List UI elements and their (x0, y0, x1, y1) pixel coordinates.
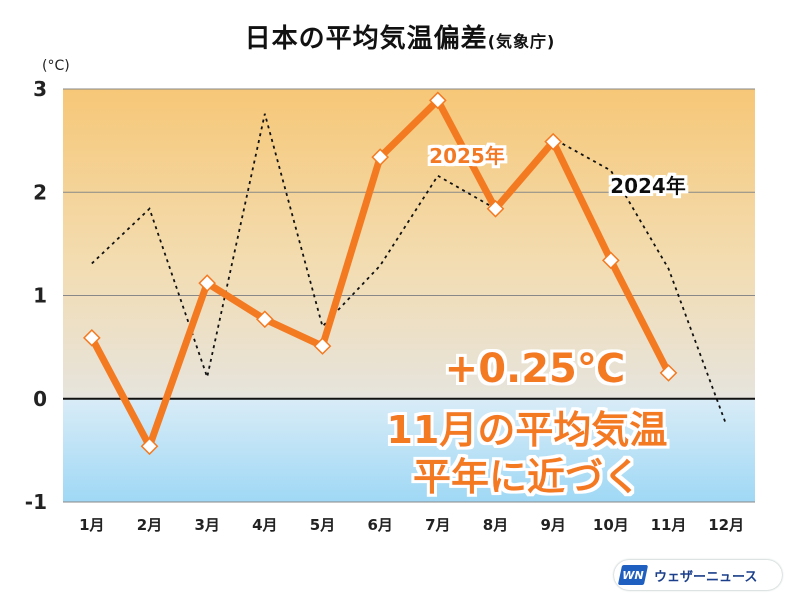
series-2025-label: 2025年 (429, 144, 505, 168)
x-tick-label: 3月 (194, 516, 219, 534)
series-2025-point (198, 274, 217, 292)
y-tick-label: 1 (33, 284, 47, 308)
x-tick-label: 11月 (651, 516, 687, 534)
weathernews-logo: WN ウェザーニュース (614, 560, 782, 590)
brand-name: ウェザーニュース (654, 569, 758, 585)
x-tick-label: 5月 (310, 516, 335, 534)
x-tick-label: 10月 (593, 516, 629, 534)
chart-title: 日本の平均気温偏差(気象庁) (0, 18, 800, 55)
x-tick-label: 4月 (252, 516, 277, 534)
annotation-line1: 11月の平均気温 (387, 408, 668, 452)
annotation-line2: 平年に近づく (413, 455, 641, 499)
x-tick-label: 8月 (483, 516, 508, 534)
series-2024-label: 2024年 (610, 174, 686, 198)
x-tick-label: 6月 (367, 516, 392, 534)
cold-zone (63, 398, 755, 502)
x-tick-label: 7月 (425, 516, 450, 534)
x-tick-label: 2月 (137, 516, 162, 534)
series-2025-point (140, 437, 159, 456)
y-axis-unit: (°C) (42, 58, 70, 74)
warm-zone (63, 89, 755, 399)
x-tick-label: 12月 (708, 516, 744, 534)
x-tick-label: 9月 (540, 516, 565, 534)
series-2025-point (601, 251, 620, 270)
series-2025-point (371, 148, 390, 166)
y-tick-label: -1 (25, 490, 47, 514)
brand-mark-icon: WN (617, 565, 649, 585)
chart-title-source: (気象庁) (487, 32, 556, 51)
x-tick-label: 1月 (79, 516, 104, 534)
y-tick-label: 2 (33, 180, 47, 204)
series-2025-point (428, 91, 447, 110)
chart-title-main: 日本の平均気温偏差 (244, 24, 488, 54)
y-tick-label: 3 (33, 77, 47, 101)
annotation-value: +0.25℃ (445, 346, 626, 392)
series-2025-point (659, 364, 678, 382)
series-2025-point (82, 328, 101, 347)
series-2024-line (91, 113, 728, 425)
series-2025-point (313, 337, 332, 355)
series-2025-point (255, 310, 274, 329)
y-tick-label: 0 (33, 387, 47, 411)
series-2025-point (544, 132, 563, 151)
series-2025-point (486, 199, 505, 218)
